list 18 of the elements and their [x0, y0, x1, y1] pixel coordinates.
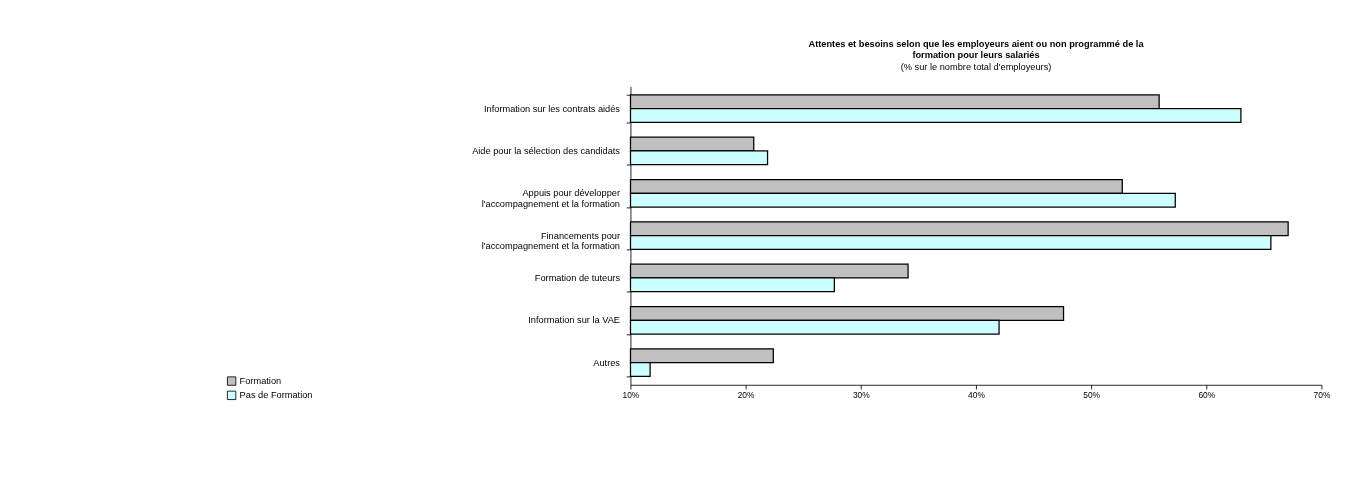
x-tick-label: 20%: [737, 389, 756, 400]
chart-subtitle: (% sur le nombre total d'employeurs): [900, 61, 1052, 72]
y-tick-label: Financements pour l'accompagnement et la formation: [481, 230, 620, 252]
x-tick-label: 40%: [968, 389, 986, 400]
y-tick-label: Autres: [593, 357, 621, 368]
y-tick-label: Formation de tuteurs: [534, 272, 621, 283]
y-tick-label: Appuis pour développer l'accompagnement et la formation: [481, 188, 620, 210]
y-tick-label: Aide pour la sélection des candidats: [472, 145, 621, 156]
x-tick-label: 10%: [622, 389, 640, 400]
x-tick-label: 60%: [1198, 389, 1216, 400]
y-tick-label: Information sur la VAE: [528, 315, 620, 326]
x-tick-label: 70%: [1313, 389, 1331, 400]
legend-label: Pas de Formation: [239, 389, 313, 400]
y-tick-label: Information sur les contrats aidés: [483, 103, 621, 114]
x-tick-label: 30%: [852, 389, 871, 400]
chart-title: Attentes et besoins selon que les employeurs aient ou non programmé de la formation pour leurs salariés: [808, 38, 1145, 60]
x-tick-label: 50%: [1083, 389, 1101, 400]
legend-label: Formation: [239, 375, 282, 386]
